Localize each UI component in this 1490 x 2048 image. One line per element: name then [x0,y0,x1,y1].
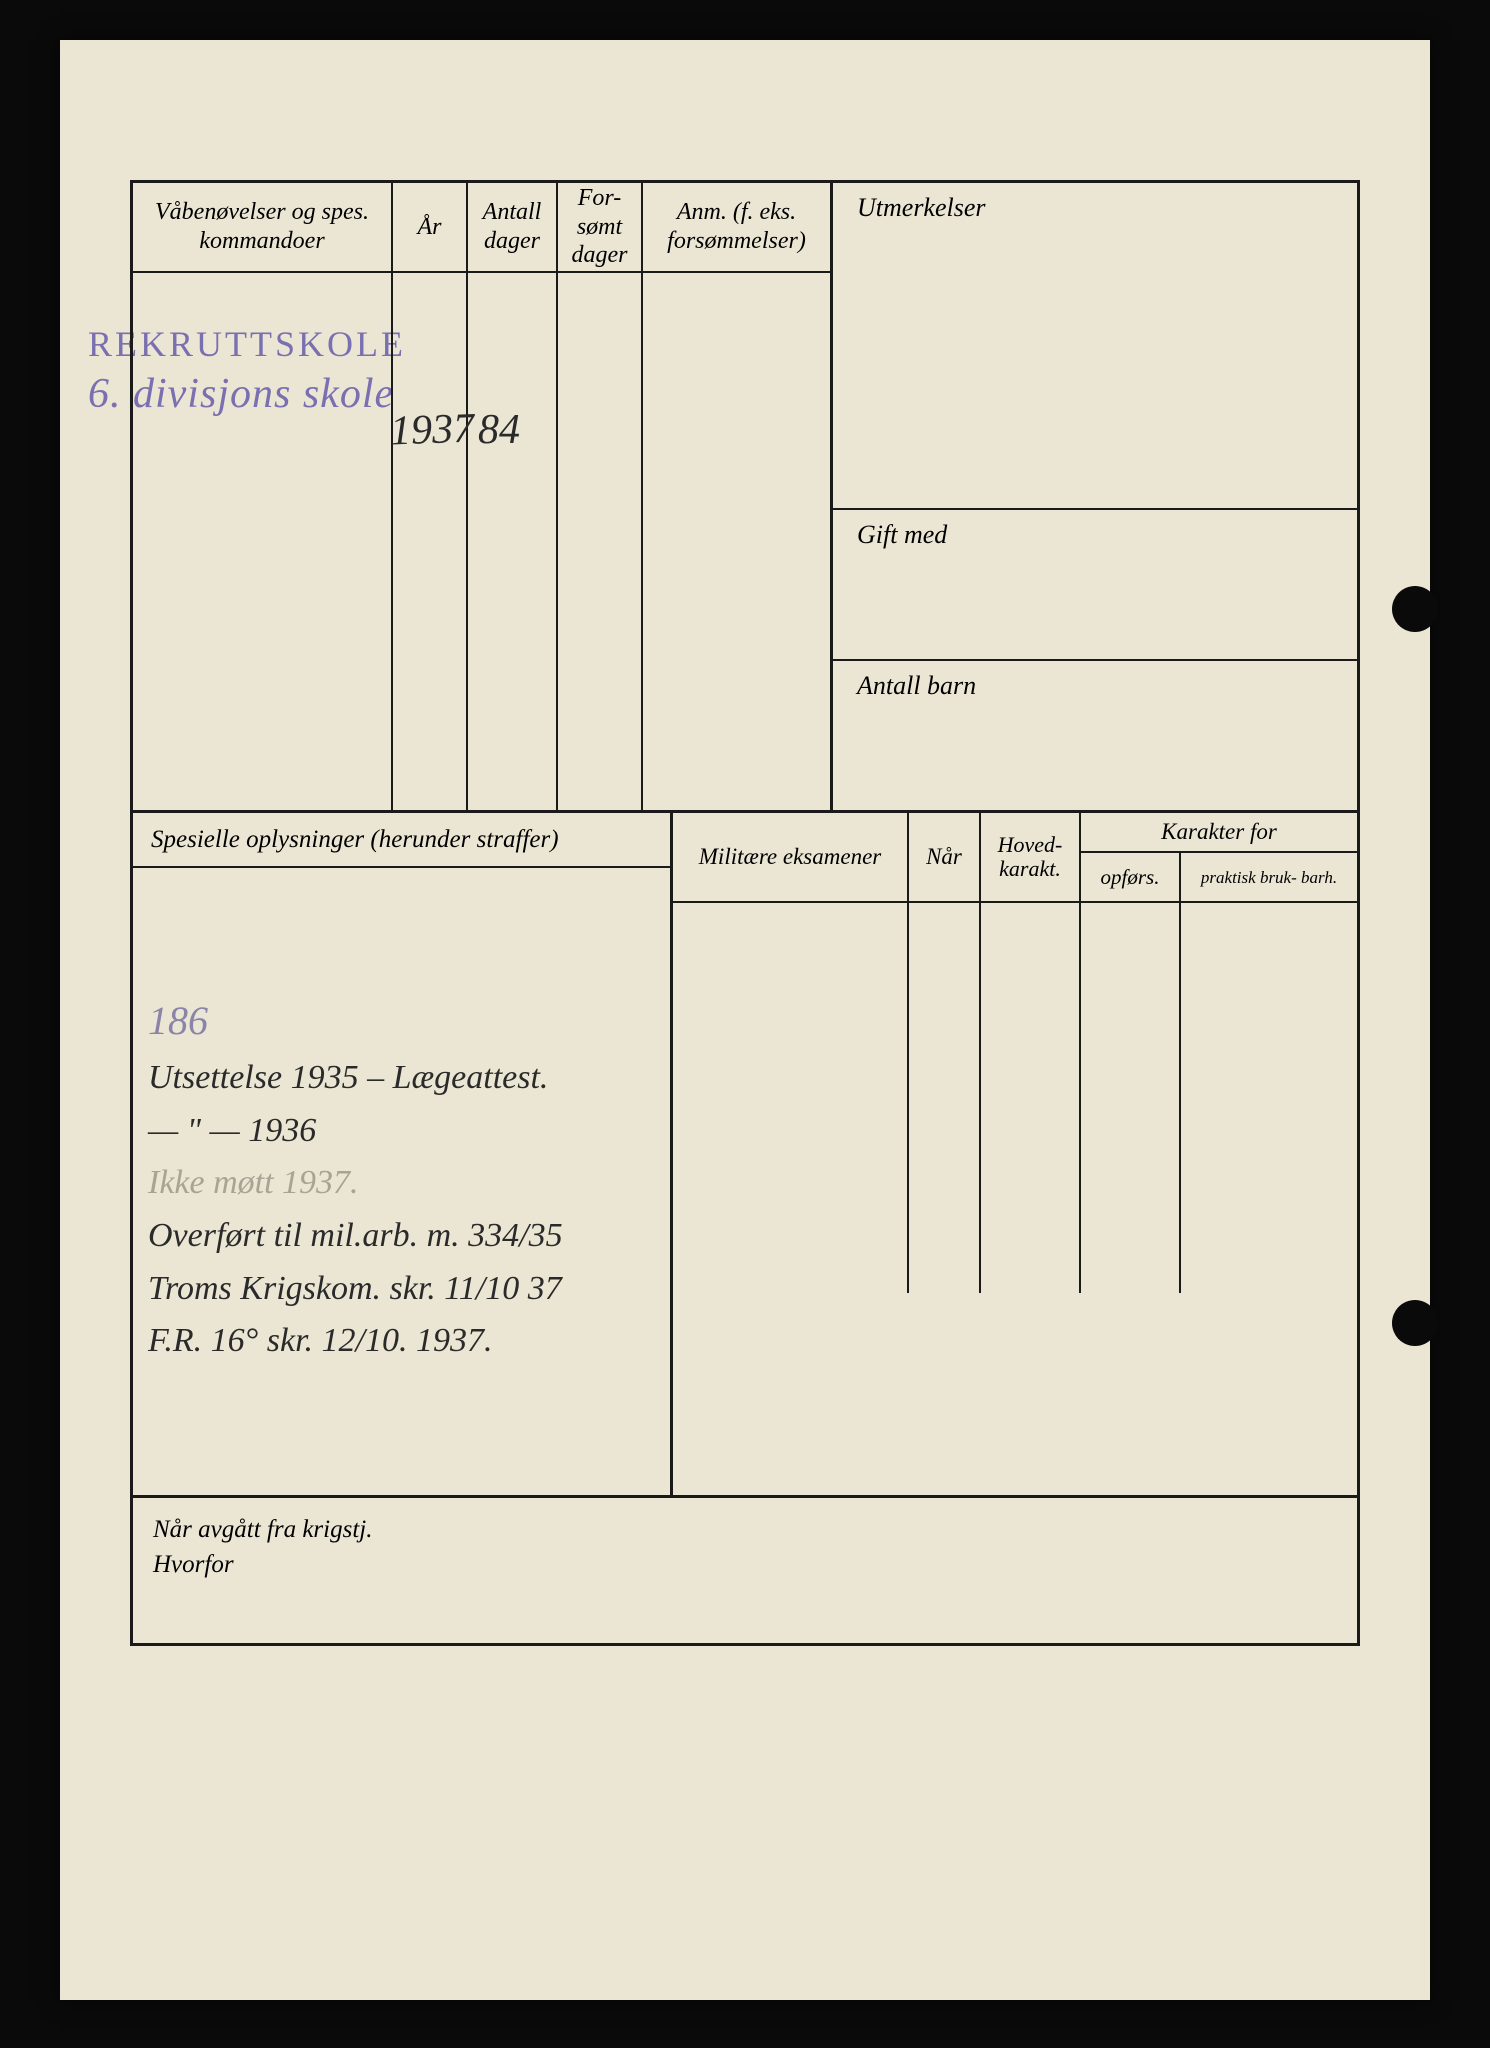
label-married: Gift med [833,510,1357,550]
text-departed: Når avgått fra krigstj. [153,1516,372,1543]
col-grade-group: Karakter for opførs. praktisk bruk- barh… [1081,813,1357,1293]
label-departed: Når avgått fra krigstj. Hvorfor [133,1498,1357,1582]
col-conduct: opførs. [1081,853,1181,1293]
col-main-grade: Hoved- karakt. [981,813,1081,1293]
header-exercises: Våbenøvelser og spes. kommandoer [133,183,391,273]
label-distinctions: Utmerkelser [833,183,1357,223]
col-military-exams: Militære eksamener [673,813,909,1293]
col-remarks: Anm. (f. eks. forsømmelser) [643,183,830,810]
section-distinctions: Utmerkelser [833,183,1357,510]
note-line-5: Troms Krigskom. skr. 11/10 37 [148,1263,563,1316]
header-year: År [393,183,466,273]
header-grade-for: Karakter for [1081,813,1357,853]
exams-empty-area [673,1293,1357,1495]
hole-punch [1392,586,1438,632]
section-married: Gift med [833,510,1357,661]
note-186: 186 [148,990,563,1052]
text-why: Hvorfor [153,1551,234,1578]
right-info-block: Utmerkelser Gift med Antall barn [833,183,1357,810]
header-missed-days: For- sømt dager [558,183,641,273]
header-days: Antall dager [468,183,556,273]
col-year: År [393,183,468,810]
header-practical: praktisk bruk- barh. [1181,853,1357,903]
note-line-3: Ikke møtt 1937. [148,1157,563,1210]
document-page: REKRUTTSKOLE 6. divisjons skole Våbenøve… [60,40,1430,2000]
col-practical: praktisk bruk- barh. [1181,853,1357,1293]
handwritten-notes: 186 Utsettelse 1935 – Lægeattest. — " — … [148,990,563,1368]
exercises-table: Våbenøvelser og spes. kommandoer År Anta… [133,183,833,810]
note-line-1: Utsettelse 1935 – Lægeattest. [148,1052,563,1105]
exams-table: Militære eksamener Når Hoved- karakt. Ka… [673,813,1357,1293]
note-line-6: F.R. 16° skr. 12/10. 1937. [148,1315,563,1368]
col-when: Når [909,813,981,1293]
col-days: Antall dager [468,183,558,810]
header-main-grade: Hoved- karakt. [981,813,1079,903]
grade-subcolumns: opførs. praktisk bruk- barh. [1081,853,1357,1293]
section-children: Antall barn [833,661,1357,810]
header-remarks: Anm. (f. eks. forsømmelser) [643,183,830,273]
note-line-2: — " — 1936 [148,1105,563,1158]
header-when: Når [909,813,979,903]
hole-punch [1392,1300,1438,1346]
col-exercises: Våbenøvelser og spes. kommandoer [133,183,393,810]
row-departed: Når avgått fra krigstj. Hvorfor [133,1498,1357,1643]
row-exercises-distinctions: Våbenøvelser og spes. kommandoer År Anta… [133,183,1357,813]
label-children: Antall barn [833,661,1357,701]
header-conduct: opførs. [1081,853,1179,903]
col-missed-days: For- sømt dager [558,183,643,810]
section-exams: Militære eksamener Når Hoved- karakt. Ka… [673,813,1357,1495]
note-line-4: Overført til mil.arb. m. 334/35 [148,1210,563,1263]
header-special-info: Spesielle oplysninger (herunder straffer… [133,813,670,868]
header-military-exams: Militære eksamener [673,813,907,903]
form-grid: Våbenøvelser og spes. kommandoer År Anta… [130,180,1360,1646]
